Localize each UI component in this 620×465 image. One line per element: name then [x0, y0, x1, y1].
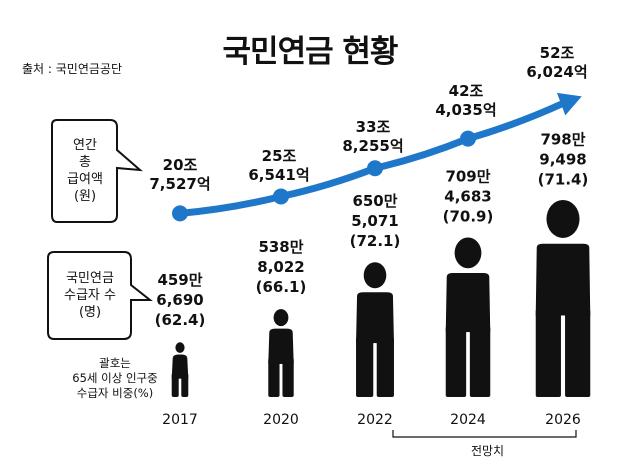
- year-label-2026: 2026: [545, 412, 581, 428]
- year-label-2020: 2020: [263, 412, 299, 428]
- person-figure-2024: [445, 237, 491, 397]
- people-legend-text: 국민연금 수급자 수 (명): [64, 271, 116, 320]
- year-label-2024: 2024: [450, 412, 486, 428]
- forecast-bracket: [392, 430, 577, 438]
- arrow-head: [556, 92, 582, 116]
- year-label-2022: 2022: [357, 412, 393, 428]
- people-legend-bubble: [47, 251, 153, 340]
- person-figure-2022: [356, 262, 394, 397]
- line-point-2022: [367, 160, 383, 177]
- year-label-2017: 2017: [162, 412, 198, 428]
- line-legend-bubble: [51, 119, 143, 223]
- line-point-2017: [172, 205, 188, 222]
- line-point-2020: [273, 188, 289, 205]
- line-label-2017: 20조 7,527억: [149, 156, 210, 193]
- line-point-2024: [460, 130, 476, 147]
- forecast-label: 전망치: [470, 444, 505, 458]
- people-label-2017: 459만 6,690 (62.4): [155, 271, 206, 329]
- line-label-2020: 25조 6,541억: [248, 147, 309, 184]
- person-figure-2017: [171, 342, 189, 397]
- line-legend-text: 연간 총 급여액 (원): [67, 138, 103, 204]
- people-label-2024: 709만 4,683 (70.9): [443, 168, 494, 226]
- people-label-2022: 650만 5,071 (72.1): [350, 192, 401, 250]
- line-label-2022: 33조 8,255억: [342, 118, 403, 155]
- person-figure-2020: [268, 309, 294, 397]
- person-figure-2026: [535, 199, 591, 397]
- ratio-note: 괄호는 65세 이상 인구중 수급자 비중(%): [72, 356, 158, 400]
- source-note: 출처 : 국민연금공단: [22, 62, 122, 76]
- line-label-2024: 42조 4,035억: [435, 82, 496, 119]
- page-title: 국민연금 현황: [222, 34, 399, 70]
- people-label-2026: 798만 9,498 (71.4): [538, 130, 589, 188]
- line-label-2026: 52조 6,024억: [526, 44, 587, 81]
- people-label-2020: 538만 8,022 (66.1): [256, 238, 307, 296]
